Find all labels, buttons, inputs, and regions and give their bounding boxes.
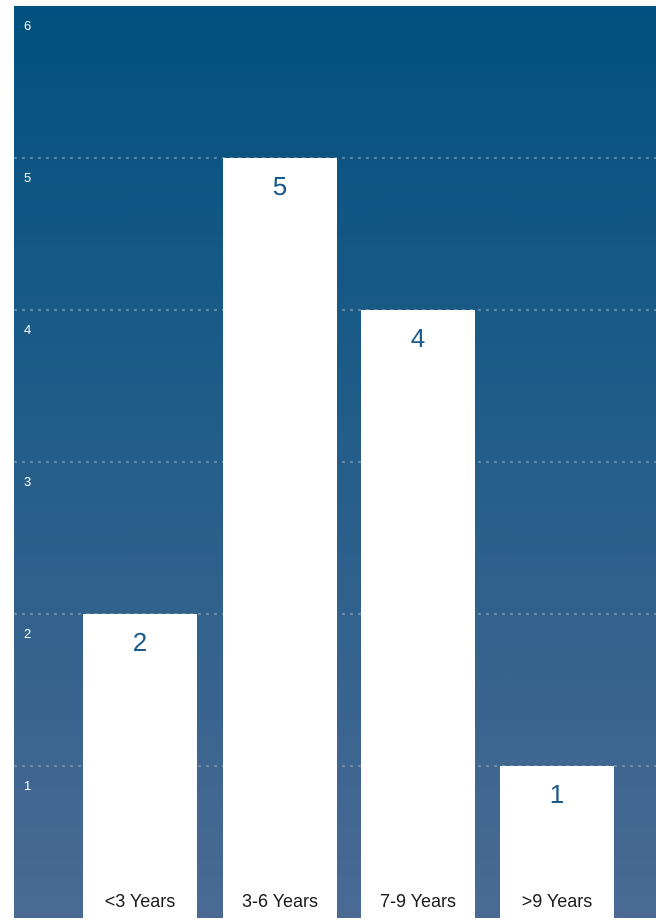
category-label: <3 Years	[105, 891, 176, 911]
y-tick-label: 1	[24, 778, 31, 793]
y-tick-label: 4	[24, 322, 31, 337]
y-tick-labels: 1 2 3 4 5 6	[24, 18, 31, 793]
bar-value-label: 1	[550, 779, 564, 809]
bar	[223, 158, 337, 918]
y-tick-label: 2	[24, 626, 31, 641]
y-tick-label: 3	[24, 474, 31, 489]
category-label: 3-6 Years	[242, 891, 318, 911]
y-tick-label: 5	[24, 170, 31, 185]
y-tick-label: 6	[24, 18, 31, 33]
bar-value-label: 4	[411, 323, 425, 353]
bars	[83, 158, 614, 918]
labels: 2 <3 Years 5 3-6 Years 4 7-9 Years 1 >9 Years	[105, 171, 593, 911]
bar	[83, 614, 197, 918]
bar-value-label: 5	[273, 171, 287, 201]
category-label: 7-9 Years	[380, 891, 456, 911]
bar	[361, 310, 475, 918]
category-label: >9 Years	[522, 891, 593, 911]
bar-value-label: 2	[133, 627, 147, 657]
bar	[500, 766, 614, 918]
